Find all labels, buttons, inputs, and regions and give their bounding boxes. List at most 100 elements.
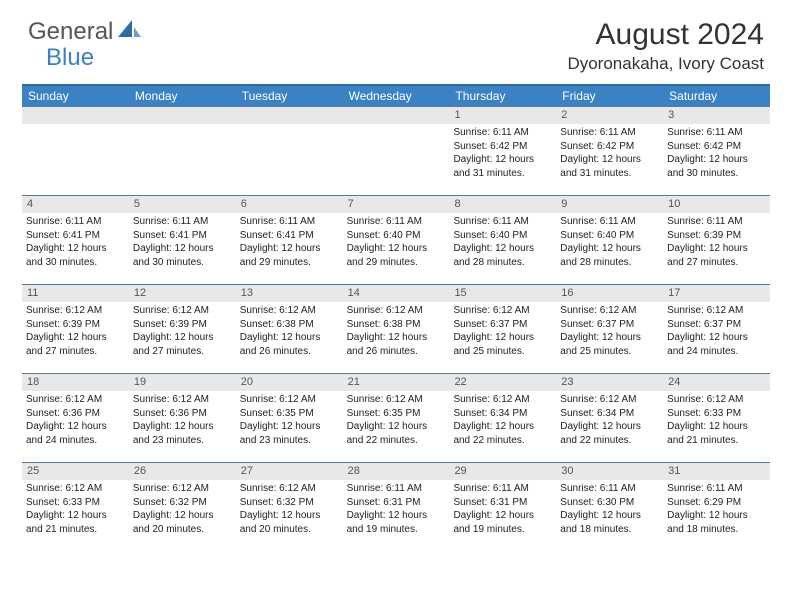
daylight-text: Daylight: 12 hours and 19 minutes. [453,509,552,536]
day-content: Sunrise: 6:12 AMSunset: 6:38 PMDaylight:… [236,302,343,362]
day-content: Sunrise: 6:12 AMSunset: 6:37 PMDaylight:… [556,302,663,362]
day-cell: 19Sunrise: 6:12 AMSunset: 6:36 PMDayligh… [129,374,236,462]
sunrise-text: Sunrise: 6:11 AM [560,126,659,140]
day-number: 25 [22,463,129,480]
day-cell: 18Sunrise: 6:12 AMSunset: 6:36 PMDayligh… [22,374,129,462]
day-cell: 10Sunrise: 6:11 AMSunset: 6:39 PMDayligh… [663,196,770,284]
daylight-text: Daylight: 12 hours and 26 minutes. [240,331,339,358]
daylight-text: Daylight: 12 hours and 18 minutes. [667,509,766,536]
day-content: Sunrise: 6:11 AMSunset: 6:31 PMDaylight:… [343,480,450,540]
header: General Blue August 2024 Dyoronakaha, Iv… [0,0,792,80]
weekday-header: Wednesday [343,86,450,106]
sunrise-text: Sunrise: 6:12 AM [667,304,766,318]
day-cell: 7Sunrise: 6:11 AMSunset: 6:40 PMDaylight… [343,196,450,284]
sunrise-text: Sunrise: 6:12 AM [347,304,446,318]
day-number: 14 [343,285,450,302]
sunset-text: Sunset: 6:40 PM [560,229,659,243]
day-content: Sunrise: 6:12 AMSunset: 6:34 PMDaylight:… [449,391,556,451]
day-content: Sunrise: 6:12 AMSunset: 6:37 PMDaylight:… [449,302,556,362]
day-cell: 28Sunrise: 6:11 AMSunset: 6:31 PMDayligh… [343,463,450,551]
sunset-text: Sunset: 6:39 PM [133,318,232,332]
daylight-text: Daylight: 12 hours and 24 minutes. [26,420,125,447]
sunrise-text: Sunrise: 6:11 AM [667,215,766,229]
sunset-text: Sunset: 6:41 PM [133,229,232,243]
day-content: Sunrise: 6:11 AMSunset: 6:30 PMDaylight:… [556,480,663,540]
weekday-header-row: Sunday Monday Tuesday Wednesday Thursday… [22,86,770,106]
daylight-text: Daylight: 12 hours and 27 minutes. [26,331,125,358]
day-number [22,107,129,124]
day-cell [22,107,129,195]
day-cell: 22Sunrise: 6:12 AMSunset: 6:34 PMDayligh… [449,374,556,462]
daylight-text: Daylight: 12 hours and 20 minutes. [240,509,339,536]
sunset-text: Sunset: 6:42 PM [453,140,552,154]
day-number: 2 [556,107,663,124]
sunrise-text: Sunrise: 6:12 AM [26,393,125,407]
weekday-header: Sunday [22,86,129,106]
day-number: 4 [22,196,129,213]
sunrise-text: Sunrise: 6:12 AM [26,482,125,496]
day-content: Sunrise: 6:12 AMSunset: 6:32 PMDaylight:… [129,480,236,540]
logo: General Blue [28,18,142,46]
day-cell: 21Sunrise: 6:12 AMSunset: 6:35 PMDayligh… [343,374,450,462]
day-number: 15 [449,285,556,302]
sunset-text: Sunset: 6:31 PM [347,496,446,510]
day-number: 7 [343,196,450,213]
day-number [343,107,450,124]
day-cell: 13Sunrise: 6:12 AMSunset: 6:38 PMDayligh… [236,285,343,373]
week-row: 11Sunrise: 6:12 AMSunset: 6:39 PMDayligh… [22,284,770,373]
day-content: Sunrise: 6:12 AMSunset: 6:36 PMDaylight:… [129,391,236,451]
day-number: 11 [22,285,129,302]
sunrise-text: Sunrise: 6:12 AM [667,393,766,407]
day-cell: 15Sunrise: 6:12 AMSunset: 6:37 PMDayligh… [449,285,556,373]
sunrise-text: Sunrise: 6:12 AM [240,393,339,407]
day-content: Sunrise: 6:12 AMSunset: 6:39 PMDaylight:… [129,302,236,362]
daylight-text: Daylight: 12 hours and 25 minutes. [560,331,659,358]
daylight-text: Daylight: 12 hours and 20 minutes. [133,509,232,536]
day-number: 18 [22,374,129,391]
sunset-text: Sunset: 6:42 PM [560,140,659,154]
day-content: Sunrise: 6:11 AMSunset: 6:29 PMDaylight:… [663,480,770,540]
day-content: Sunrise: 6:11 AMSunset: 6:41 PMDaylight:… [236,213,343,273]
day-content: Sunrise: 6:11 AMSunset: 6:31 PMDaylight:… [449,480,556,540]
sunrise-text: Sunrise: 6:11 AM [560,482,659,496]
daylight-text: Daylight: 12 hours and 31 minutes. [453,153,552,180]
daylight-text: Daylight: 12 hours and 28 minutes. [560,242,659,269]
sunrise-text: Sunrise: 6:12 AM [240,304,339,318]
day-number: 10 [663,196,770,213]
sunrise-text: Sunrise: 6:11 AM [453,215,552,229]
daylight-text: Daylight: 12 hours and 23 minutes. [240,420,339,447]
daylight-text: Daylight: 12 hours and 27 minutes. [133,331,232,358]
daylight-text: Daylight: 12 hours and 30 minutes. [26,242,125,269]
sunset-text: Sunset: 6:33 PM [667,407,766,421]
day-content: Sunrise: 6:11 AMSunset: 6:39 PMDaylight:… [663,213,770,273]
day-cell: 17Sunrise: 6:12 AMSunset: 6:37 PMDayligh… [663,285,770,373]
sunset-text: Sunset: 6:38 PM [347,318,446,332]
day-number: 13 [236,285,343,302]
day-number: 28 [343,463,450,480]
day-content: Sunrise: 6:12 AMSunset: 6:33 PMDaylight:… [663,391,770,451]
daylight-text: Daylight: 12 hours and 22 minutes. [560,420,659,447]
day-number: 6 [236,196,343,213]
sunrise-text: Sunrise: 6:12 AM [133,393,232,407]
sunrise-text: Sunrise: 6:12 AM [453,304,552,318]
day-cell: 2Sunrise: 6:11 AMSunset: 6:42 PMDaylight… [556,107,663,195]
calendar: Sunday Monday Tuesday Wednesday Thursday… [22,84,770,551]
day-content: Sunrise: 6:11 AMSunset: 6:42 PMDaylight:… [449,124,556,184]
sunset-text: Sunset: 6:37 PM [453,318,552,332]
day-cell: 20Sunrise: 6:12 AMSunset: 6:35 PMDayligh… [236,374,343,462]
day-content: Sunrise: 6:11 AMSunset: 6:41 PMDaylight:… [129,213,236,273]
day-content: Sunrise: 6:11 AMSunset: 6:40 PMDaylight:… [449,213,556,273]
day-content: Sunrise: 6:11 AMSunset: 6:41 PMDaylight:… [22,213,129,273]
day-number: 9 [556,196,663,213]
daylight-text: Daylight: 12 hours and 22 minutes. [347,420,446,447]
daylight-text: Daylight: 12 hours and 18 minutes. [560,509,659,536]
sunrise-text: Sunrise: 6:12 AM [133,482,232,496]
day-number [129,107,236,124]
week-row: 25Sunrise: 6:12 AMSunset: 6:33 PMDayligh… [22,462,770,551]
day-content: Sunrise: 6:11 AMSunset: 6:40 PMDaylight:… [556,213,663,273]
weekday-header: Tuesday [236,86,343,106]
sunrise-text: Sunrise: 6:12 AM [26,304,125,318]
daylight-text: Daylight: 12 hours and 26 minutes. [347,331,446,358]
day-cell: 12Sunrise: 6:12 AMSunset: 6:39 PMDayligh… [129,285,236,373]
day-content: Sunrise: 6:12 AMSunset: 6:34 PMDaylight:… [556,391,663,451]
